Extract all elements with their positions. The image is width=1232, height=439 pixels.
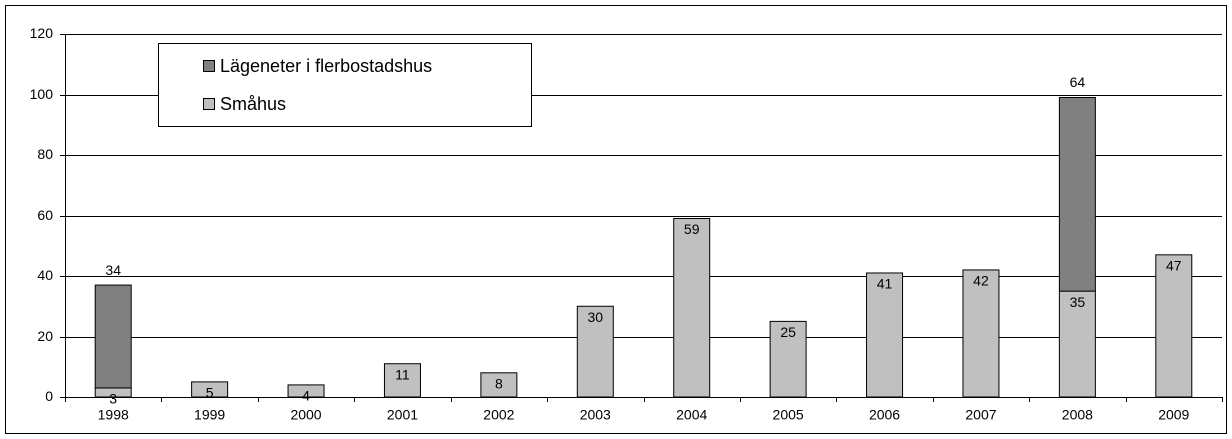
data-label: 25: [780, 324, 796, 340]
y-tick-label: 100: [30, 86, 54, 102]
data-label: 35: [1070, 294, 1086, 310]
data-label: 8: [495, 376, 503, 392]
data-label: 34: [105, 262, 121, 278]
x-tick-label: 2009: [1158, 407, 1189, 423]
y-tick-label: 40: [37, 267, 53, 283]
data-label: 42: [973, 273, 989, 289]
y-tick-label: 0: [45, 388, 53, 404]
bar-segment: [576, 305, 614, 398]
bar-segment: [1058, 97, 1096, 292]
x-tick-label: 1999: [194, 407, 225, 423]
bar-segment: [962, 269, 1000, 398]
bar-segment: [769, 320, 807, 398]
bar-segment: [383, 363, 421, 398]
x-tick-label: 2007: [965, 407, 996, 423]
x-tick-label: 2004: [676, 407, 707, 423]
data-label: 4: [302, 388, 310, 404]
data-label: 59: [684, 221, 700, 237]
data-label: 41: [877, 276, 893, 292]
legend-swatch: [203, 60, 215, 72]
data-label: 5: [206, 385, 214, 401]
bar-segment: [1058, 290, 1096, 398]
data-label: 11: [395, 366, 410, 382]
data-label: 64: [1070, 74, 1086, 90]
legend-label: Småhus: [220, 94, 286, 114]
bar-segment: [480, 372, 518, 398]
bar-segment: [1155, 254, 1193, 398]
bar-segment: [866, 272, 904, 398]
legend-swatch: [203, 98, 215, 110]
x-tick-label: 2001: [387, 407, 418, 423]
y-tick-label: 20: [37, 328, 53, 344]
legend-box: [158, 43, 532, 127]
x-tick-label: 2008: [1062, 407, 1093, 423]
x-tick-label: 2000: [290, 407, 321, 423]
x-tick-label: 2002: [483, 407, 514, 423]
x-tick-label: 2003: [580, 407, 611, 423]
bar-segment: [673, 218, 711, 398]
x-tick-label: 1998: [98, 407, 129, 423]
legend-label: Lägeneter i flerbostadshus: [220, 56, 432, 76]
y-tick-label: 80: [37, 146, 53, 162]
data-label: 47: [1166, 258, 1182, 274]
x-tick-label: 2006: [869, 407, 900, 423]
bar-segment: [94, 284, 132, 389]
data-label: 3: [109, 391, 117, 407]
y-tick-label: 60: [37, 207, 53, 223]
y-tick-label: 120: [30, 25, 54, 41]
data-label: 30: [588, 309, 604, 325]
x-tick-label: 2005: [773, 407, 804, 423]
